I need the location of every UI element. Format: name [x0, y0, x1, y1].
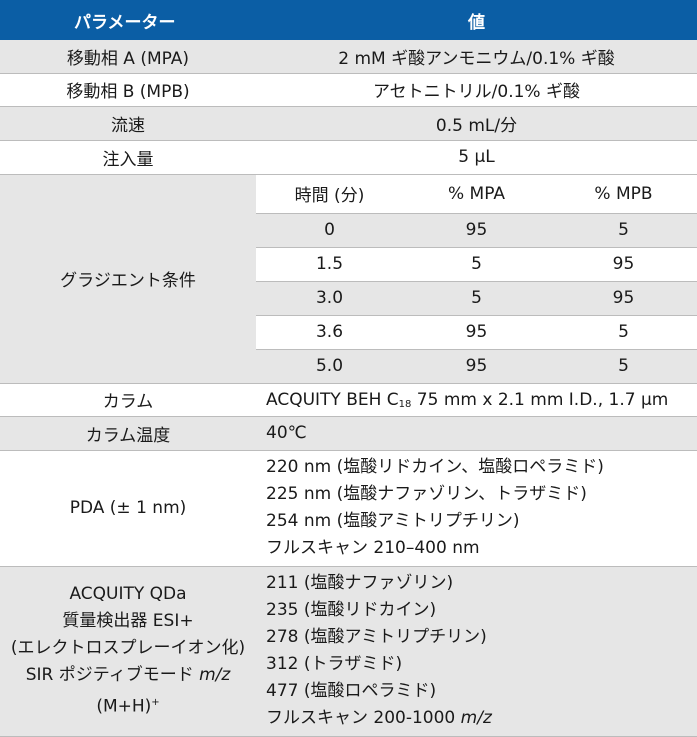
ms-label-line: 質量検出器 ESI+ — [62, 611, 194, 632]
gradient-mpa: 5 — [403, 246, 550, 281]
gradient-mpb: 5 — [550, 212, 697, 247]
ms-line: 278 (塩酸アミトリプチリン) — [266, 627, 487, 647]
row-mpb: 移動相 B (MPB) アセトニトリル/0.1% ギ酸 — [0, 73, 697, 107]
row-column-temp: カラム温度 40℃ — [0, 416, 697, 451]
flow-value: 0.5 mL/分 — [256, 106, 697, 141]
gradient-mpb: 5 — [550, 314, 697, 349]
pda-line: 254 nm (塩酸アミトリプチリン) — [266, 511, 520, 531]
ms-label-line: ACQUITY QDa — [69, 584, 187, 605]
mpa-value: 2 mM ギ酸アンモニウム/0.1% ギ酸 — [256, 40, 697, 74]
header-parameter: パラメーター — [0, 0, 256, 40]
column-value-post: 75 mm x 2.1 mm I.D., 1.7 μm — [411, 389, 669, 410]
row-column: カラム ACQUITY BEH C18 75 mm x 2.1 mm I.D.,… — [0, 383, 697, 417]
gradient-mpa: 95 — [403, 348, 550, 383]
table-header: パラメーター 値 — [0, 0, 697, 40]
column-label: カラム — [0, 383, 256, 417]
pda-line: フルスキャン 210–400 nm — [266, 538, 480, 558]
ms-label-sir-text: SIR ポジティブモード — [25, 665, 200, 686]
gradient-time: 3.0 — [256, 280, 403, 315]
flow-label: 流速 — [0, 106, 256, 141]
ms-scan-text: フルスキャン 200-1000 — [266, 708, 461, 728]
pda-line: 220 nm (塩酸リドカイン、塩酸ロペラミド) — [266, 457, 604, 477]
injection-label: 注入量 — [0, 140, 256, 175]
mpa-label: 移動相 A (MPA) — [0, 40, 256, 74]
gradient-head-mpa: % MPA — [403, 174, 550, 213]
ms-scan-mz: m/z — [460, 708, 492, 728]
ms-line: 235 (塩酸リドカイン) — [266, 600, 437, 620]
ms-values: 211 (塩酸ナファゾリン) 235 (塩酸リドカイン) 278 (塩酸アミトリ… — [256, 566, 697, 737]
gradient-mpa: 95 — [403, 314, 550, 349]
column-temp-value: 40℃ — [256, 416, 697, 451]
gradient-row: 3.0 5 95 — [256, 280, 697, 315]
row-ms: ACQUITY QDa 質量検出器 ESI+ (エレクトロスプレーイオン化) S… — [0, 566, 697, 737]
row-pda: PDA (± 1 nm) 220 nm (塩酸リドカイン、塩酸ロペラミド) 22… — [0, 450, 697, 567]
ms-label-mz: m/z — [199, 665, 231, 686]
ms-label-line: (エレクトロスプレーイオン化) — [10, 638, 246, 659]
column-value-pre: ACQUITY BEH C — [266, 389, 399, 410]
mpb-label: 移動相 B (MPB) — [0, 73, 256, 107]
ms-line: 211 (塩酸ナファゾリン) — [266, 573, 454, 593]
column-value: ACQUITY BEH C18 75 mm x 2.1 mm I.D., 1.7… — [256, 383, 697, 417]
column-value-sub: 18 — [398, 398, 412, 410]
row-mpa: 移動相 A (MPA) 2 mM ギ酸アンモニウム/0.1% ギ酸 — [0, 40, 697, 74]
pda-label: PDA (± 1 nm) — [0, 450, 256, 567]
row-injection: 注入量 5 μL — [0, 140, 697, 175]
ms-line: 477 (塩酸ロペラミド) — [266, 681, 437, 701]
pda-line: 225 nm (塩酸ナファゾリン、トラザミド) — [266, 484, 587, 504]
gradient-mpb: 95 — [550, 280, 697, 315]
mpb-value: アセトニトリル/0.1% ギ酸 — [256, 73, 697, 107]
injection-value: 5 μL — [256, 140, 697, 175]
gradient-mpb: 95 — [550, 246, 697, 281]
gradient-row: 3.6 95 5 — [256, 314, 697, 349]
gradient-head-time: 時間 (分) — [256, 174, 403, 213]
ms-scan-line: フルスキャン 200-1000 m/z — [266, 705, 697, 732]
gradient-mpa: 5 — [403, 280, 550, 315]
ms-label-sir: SIR ポジティブモード m/z — [0, 662, 256, 689]
ms-label: ACQUITY QDa 質量検出器 ESI+ (エレクトロスプレーイオン化) S… — [0, 566, 256, 737]
ms-line: 312 (トラザミド) — [266, 654, 403, 674]
gradient-header: 時間 (分) % MPA % MPB — [256, 174, 697, 213]
gradient-row: 0 95 5 — [256, 212, 697, 247]
ms-label-mh: (M+H)+ — [0, 689, 256, 721]
row-flow: 流速 0.5 mL/分 — [0, 106, 697, 141]
gradient-table: 時間 (分) % MPA % MPB 0 95 5 1.5 5 95 — [256, 174, 697, 383]
gradient-time: 1.5 — [256, 246, 403, 281]
ms-label-mh-text: (M+H) — [96, 696, 152, 717]
gradient-row: 5.0 95 5 — [256, 348, 697, 383]
header-value: 値 — [256, 0, 697, 40]
gradient-row: 1.5 5 95 — [256, 246, 697, 281]
gradient-time: 3.6 — [256, 314, 403, 349]
gradient-time: 0 — [256, 212, 403, 247]
pda-values: 220 nm (塩酸リドカイン、塩酸ロペラミド) 225 nm (塩酸ナファゾリ… — [256, 450, 697, 567]
gradient-time: 5.0 — [256, 348, 403, 383]
column-temp-label: カラム温度 — [0, 416, 256, 451]
gradient-mpa: 95 — [403, 212, 550, 247]
gradient-label: グラジエント条件 — [0, 174, 256, 384]
ms-label-sup: + — [151, 697, 160, 709]
gradient-mpb: 5 — [550, 348, 697, 383]
gradient-head-mpb: % MPB — [550, 174, 697, 213]
row-gradient: グラジエント条件 時間 (分) % MPA % MPB 0 95 5 1.5 — [0, 174, 697, 384]
